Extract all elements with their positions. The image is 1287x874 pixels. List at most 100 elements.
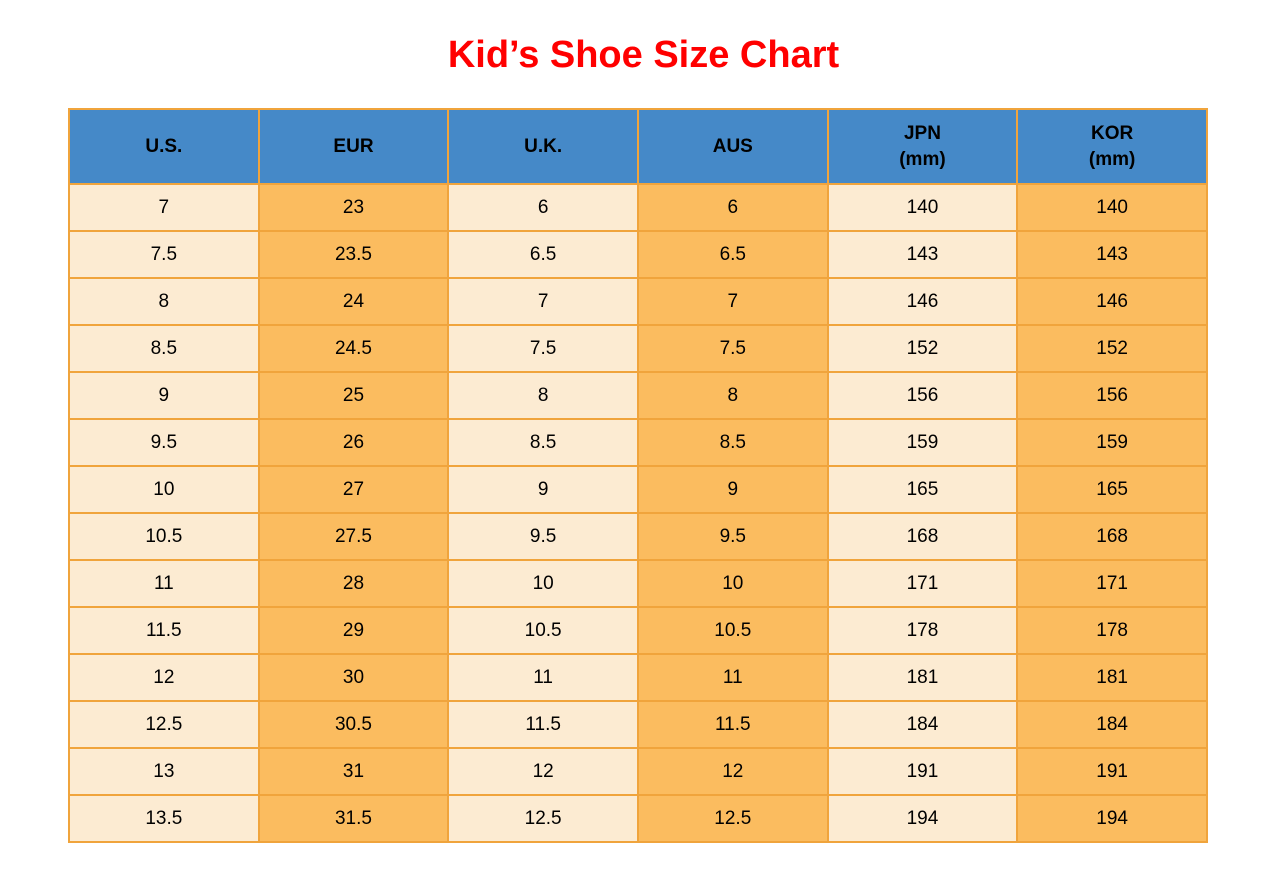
table-cell: 26 [257, 418, 450, 467]
size-table-body: 7 23 6 6 140 140 7.5 23.5 6.5 6.5 143 143 8 24 7 7 146 14… [68, 183, 1208, 843]
table-cell: 143 [826, 230, 1019, 279]
table-cell: 7.5 [636, 324, 829, 373]
table-cell: 9.5 [636, 512, 829, 561]
header-row: U.S. EUR U.K. AUS JPN (mm) [68, 108, 1208, 185]
table-row: 11.5 29 10.5 10.5 178 178 [68, 606, 1208, 655]
table-cell: 24 [257, 277, 450, 326]
table-cell: 11.5 [68, 606, 260, 655]
table-cell: 181 [826, 653, 1019, 702]
table-row: 7.5 23.5 6.5 6.5 143 143 [68, 230, 1208, 279]
table-cell: 10.5 [636, 606, 829, 655]
table-cell: 31.5 [257, 794, 450, 843]
column-header-kor: KOR (mm) [1016, 108, 1208, 185]
table-cell: 12 [68, 653, 260, 702]
shoe-size-table: U.S. EUR U.K. AUS JPN (mm) [68, 108, 1208, 843]
table-cell: 168 [1016, 512, 1208, 561]
table-cell: 140 [1016, 183, 1208, 232]
table-cell: 13 [68, 747, 260, 796]
page-title: Kid’s Shoe Size Chart [447, 34, 840, 76]
table-row: 9 25 8 8 156 156 [68, 371, 1208, 420]
table-cell: 156 [1016, 371, 1208, 420]
table-cell: 12.5 [636, 794, 829, 843]
table-cell: 6.5 [447, 230, 639, 279]
column-header-label: KOR [1091, 122, 1134, 144]
column-header-sub: (mm) [899, 148, 946, 170]
table-cell: 8 [447, 371, 639, 420]
table-cell: 28 [257, 559, 450, 608]
column-header-label: JPN [903, 122, 941, 144]
table-row: 10 27 9 9 165 165 [68, 465, 1208, 514]
table-cell: 29 [257, 606, 450, 655]
table-cell: 184 [826, 700, 1019, 749]
table-cell: 31 [257, 747, 450, 796]
table-row: 8.5 24.5 7.5 7.5 152 152 [68, 324, 1208, 373]
column-header-sub: (mm) [1088, 148, 1136, 170]
table-cell: 140 [826, 183, 1019, 232]
table-row: 7 23 6 6 140 140 [68, 183, 1208, 232]
table-cell: 8.5 [447, 418, 639, 467]
table-cell: 11 [68, 559, 260, 608]
table-cell: 7 [636, 277, 829, 326]
table-cell: 13.5 [68, 794, 260, 843]
table-cell: 9 [447, 465, 639, 514]
table-cell: 152 [826, 324, 1019, 373]
table-cell: 9 [636, 465, 829, 514]
column-header-label: U.S. [145, 135, 183, 157]
table-row: 9.5 26 8.5 8.5 159 159 [68, 418, 1208, 467]
table-cell: 10.5 [68, 512, 260, 561]
column-header-us: U.S. [68, 108, 260, 185]
table-cell: 24.5 [257, 324, 450, 373]
table-cell: 171 [1016, 559, 1208, 608]
table-cell: 178 [826, 606, 1019, 655]
table-cell: 8 [68, 277, 260, 326]
table-cell: 7.5 [447, 324, 639, 373]
table-cell: 191 [1016, 747, 1208, 796]
table-row: 11 28 10 10 171 171 [68, 559, 1208, 608]
table-cell: 11 [636, 653, 829, 702]
table-cell: 152 [1016, 324, 1208, 373]
table-cell: 184 [1016, 700, 1208, 749]
table-header: U.S. EUR U.K. AUS JPN (mm) [68, 108, 1208, 185]
table-cell: 11.5 [636, 700, 829, 749]
column-header-jpn: JPN (mm) [826, 108, 1019, 185]
table-cell: 6.5 [636, 230, 829, 279]
table-cell: 194 [826, 794, 1019, 843]
table-cell: 10 [636, 559, 829, 608]
table-cell: 156 [826, 371, 1019, 420]
table-cell: 7.5 [68, 230, 260, 279]
table-cell: 10 [447, 559, 639, 608]
table-cell: 8.5 [68, 324, 260, 373]
table-cell: 25 [257, 371, 450, 420]
column-header-eur: EUR [257, 108, 450, 185]
column-header-label: AUS [712, 135, 753, 157]
table-row: 10.5 27.5 9.5 9.5 168 168 [68, 512, 1208, 561]
column-header-label: EUR [333, 135, 374, 157]
table-cell: 159 [1016, 418, 1208, 467]
table-cell: 168 [826, 512, 1019, 561]
table-cell: 146 [1016, 277, 1208, 326]
table-cell: 143 [1016, 230, 1208, 279]
table-cell: 10.5 [447, 606, 639, 655]
table-cell: 181 [1016, 653, 1208, 702]
table-cell: 30 [257, 653, 450, 702]
table-cell: 7 [68, 183, 260, 232]
table-cell: 12 [636, 747, 829, 796]
table-cell: 12.5 [447, 794, 639, 843]
table-row: 12.5 30.5 11.5 11.5 184 184 [68, 700, 1208, 749]
table-cell: 11 [447, 653, 639, 702]
table-row: 8 24 7 7 146 146 [68, 277, 1208, 326]
table-cell: 165 [826, 465, 1019, 514]
table-row: 13 31 12 12 191 191 [68, 747, 1208, 796]
table-cell: 23 [257, 183, 450, 232]
table-cell: 10 [68, 465, 260, 514]
column-header-aus: AUS [636, 108, 829, 185]
column-header-uk: U.K. [447, 108, 639, 185]
table-cell: 11.5 [447, 700, 639, 749]
table-row: 12 30 11 11 181 181 [68, 653, 1208, 702]
table-cell: 9 [68, 371, 260, 420]
table-cell: 8.5 [636, 418, 829, 467]
table-cell: 27 [257, 465, 450, 514]
table-cell: 178 [1016, 606, 1208, 655]
table-cell: 12 [447, 747, 639, 796]
